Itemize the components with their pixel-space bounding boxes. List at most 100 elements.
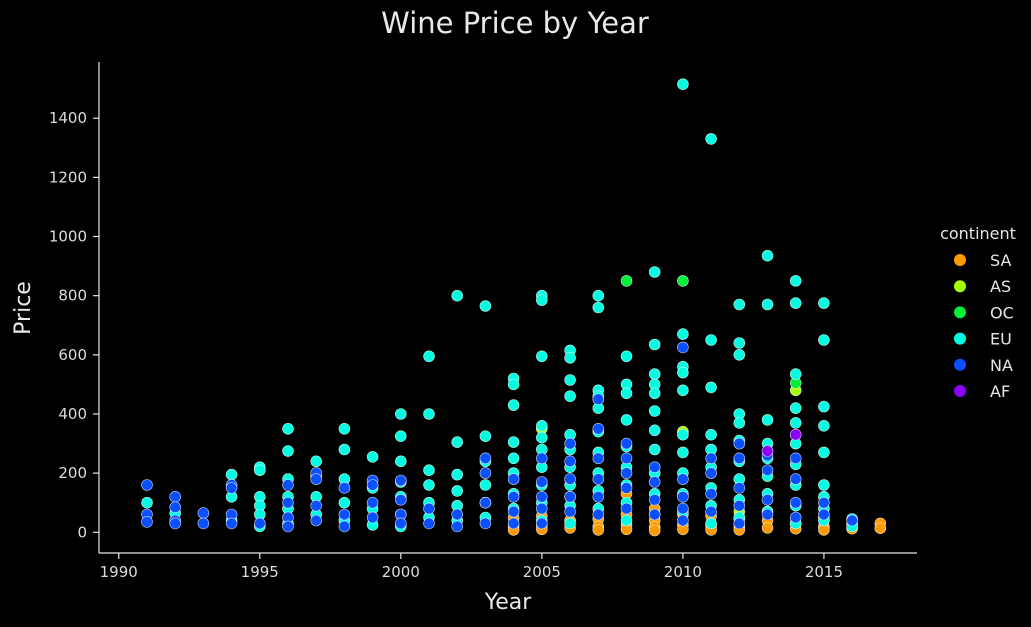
data-point-eu: [394, 408, 407, 420]
y-tick-label: 800: [58, 287, 87, 305]
legend-marker-af: [954, 385, 966, 397]
data-point-eu: [620, 387, 633, 400]
data-point-eu: [366, 451, 379, 463]
data-point-na: [761, 464, 774, 477]
data-point-na: [761, 508, 774, 521]
data-point-eu: [677, 384, 689, 397]
data-point-na: [620, 437, 633, 450]
data-point-na: [197, 507, 210, 519]
data-point-na: [564, 490, 576, 503]
data-point-na: [394, 517, 407, 530]
data-point-eu: [648, 368, 661, 380]
data-point-eu: [818, 479, 830, 491]
data-point-eu: [789, 297, 802, 309]
data-point-na: [592, 452, 605, 465]
data-point-na: [620, 482, 633, 494]
data-point-na: [310, 473, 323, 485]
x-tick-label: 2010: [664, 563, 702, 581]
legend-marker-as: [954, 280, 966, 293]
data-point-eu: [423, 464, 435, 477]
data-point-na: [592, 422, 605, 435]
data-point-eu: [705, 517, 717, 530]
legend-title: continent: [940, 224, 1016, 243]
data-point-na: [338, 520, 351, 533]
data-point-na: [705, 505, 717, 518]
data-point-na: [423, 517, 435, 530]
data-point-af: [789, 428, 802, 441]
data-point-eu: [141, 496, 153, 509]
data-point-eu: [282, 445, 294, 457]
legend-label-na: NA: [990, 356, 1013, 375]
data-point-eu: [789, 402, 802, 414]
data-point-eu: [394, 430, 407, 443]
x-tick-label: 2015: [805, 563, 843, 581]
data-point-eu: [564, 517, 576, 530]
data-point-eu: [451, 485, 464, 497]
data-point-na: [592, 393, 605, 406]
data-point-oc: [620, 275, 633, 287]
data-point-na: [818, 508, 830, 521]
data-point-eu: [733, 348, 746, 361]
data-point-na: [169, 517, 181, 530]
data-point-na: [733, 517, 746, 530]
data-point-eu: [677, 328, 689, 340]
data-point-eu: [564, 374, 576, 386]
data-point-na: [479, 452, 492, 465]
x-axis-title: Year: [484, 590, 533, 615]
data-point-na: [338, 508, 351, 521]
y-tick-label: 1000: [49, 228, 87, 246]
data-point-eu: [677, 428, 689, 441]
data-point-eu: [677, 446, 689, 459]
data-point-eu: [225, 468, 238, 481]
data-point-eu: [507, 378, 520, 391]
y-tick-label: 200: [58, 464, 87, 482]
data-point-eu: [338, 422, 351, 435]
data-point-na: [620, 452, 633, 465]
data-point-na: [310, 514, 323, 527]
data-point-na: [761, 493, 774, 506]
data-point-na: [338, 482, 351, 494]
data-point-eu: [564, 390, 576, 403]
data-point-oc: [677, 275, 689, 287]
data-point-eu: [789, 275, 802, 287]
data-point-eu: [761, 249, 774, 262]
data-point-eu: [733, 298, 746, 311]
data-point-eu: [507, 436, 520, 448]
data-point-na: [789, 496, 802, 509]
data-point-na: [253, 517, 266, 530]
data-point-na: [564, 505, 576, 518]
data-point-eu: [451, 436, 464, 448]
data-point-na: [197, 517, 210, 530]
data-point-na: [479, 517, 492, 530]
data-point-eu: [338, 496, 351, 509]
data-point-af: [761, 445, 774, 457]
data-point-na: [535, 502, 548, 515]
data-point-na: [394, 493, 407, 506]
data-point-eu: [705, 381, 717, 394]
data-point-na: [535, 517, 548, 530]
data-point-na: [648, 476, 661, 488]
data-point-eu: [733, 337, 746, 349]
data-point-na: [169, 501, 181, 514]
data-point-na: [423, 502, 435, 515]
data-point-na: [677, 514, 689, 527]
data-point-na: [705, 452, 717, 465]
data-point-na: [366, 479, 379, 491]
data-point-eu: [705, 428, 717, 441]
y-tick-label: 400: [58, 405, 87, 423]
data-point-eu: [282, 422, 294, 435]
data-point-sa: [874, 522, 887, 535]
data-point-eu: [507, 452, 520, 465]
y-axis-title: Price: [11, 281, 36, 335]
data-point-na: [620, 467, 633, 479]
data-point-na: [451, 520, 464, 533]
data-point-eu: [423, 408, 435, 420]
data-point-na: [846, 514, 858, 527]
data-point-na: [592, 490, 605, 503]
data-point-eu: [761, 414, 774, 426]
x-tick-label: 1995: [241, 563, 279, 581]
data-point-na: [225, 517, 238, 530]
data-point-eu: [733, 417, 746, 429]
data-point-na: [592, 473, 605, 485]
x-tick-label: 1990: [100, 563, 138, 581]
